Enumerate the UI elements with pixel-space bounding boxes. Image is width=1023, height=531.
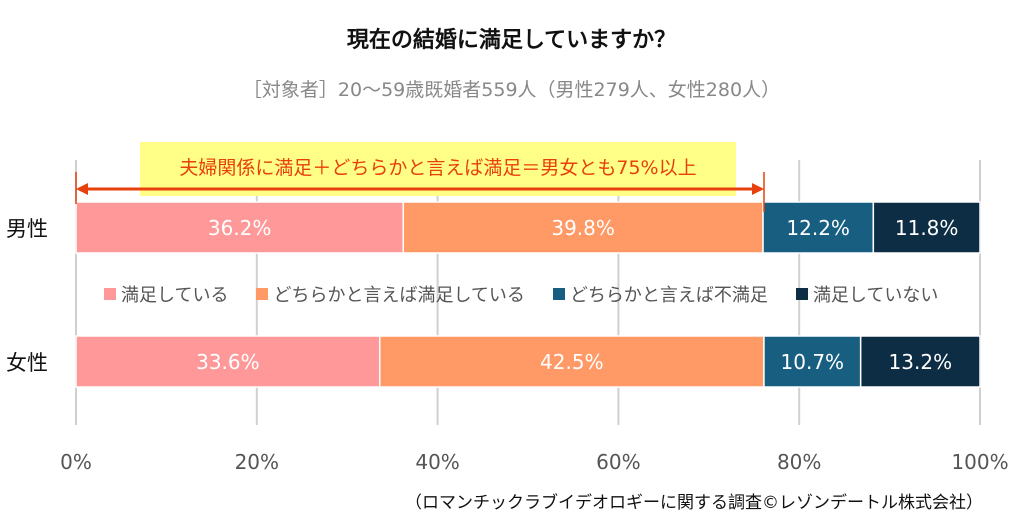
x-tick-label: 60%	[596, 450, 641, 474]
bar-segment	[859, 335, 981, 388]
data-label: 12.2%	[786, 216, 850, 240]
legend-item: どちらかと言えば不満足	[552, 281, 768, 307]
bar-segment	[75, 335, 381, 388]
legend-swatch	[256, 288, 269, 300]
y-label-male: 男性	[6, 217, 48, 241]
x-tick-label: 0%	[60, 450, 92, 474]
data-label: 33.6%	[196, 350, 260, 374]
legend-item: 満足している	[104, 281, 228, 307]
legend-swatch	[552, 288, 565, 300]
source-note: （ロマンチックラブイデオロギーに関する調査©レゾンデートル株式会社）	[405, 493, 983, 513]
y-label-female: 女性	[6, 351, 48, 375]
data-label: 42.5%	[540, 350, 604, 374]
x-tick-label: 80%	[776, 450, 822, 474]
legend-swatch	[795, 288, 808, 300]
chart-title: 現在の結婚に満足していますか？	[346, 28, 677, 53]
annotation-box: 夫婦関係に満足＋どちらかと言えば満足＝男女とも75%以上	[140, 142, 736, 196]
legend-label: どちらかと言えば不満足	[569, 285, 768, 306]
legend-label: どちらかと言えば満足している	[273, 285, 525, 306]
legend-swatch	[104, 288, 116, 300]
data-label: 39.8%	[551, 216, 615, 240]
data-label: 11.8%	[894, 216, 959, 240]
data-label: 13.2%	[888, 350, 953, 374]
bar-segment	[378, 335, 765, 388]
legend-item: 満足していない	[795, 281, 939, 307]
legend: 満足している どちらかと言えば満足している どちらかと言えば不満足 満足していな…	[104, 281, 938, 307]
x-tick-label: 100%	[951, 450, 1009, 474]
bar-segment	[75, 201, 404, 254]
x-tick-label: 20%	[234, 450, 280, 474]
legend-label: 満足していない	[812, 285, 939, 306]
x-tick-label: 40%	[415, 450, 460, 474]
bar-segment	[763, 335, 862, 388]
annotation-text: 夫婦関係に満足＋どちらかと言えば満足＝男女とも75%以上	[179, 157, 697, 179]
legend-item: どちらかと言えば満足している	[256, 281, 525, 307]
chart-subtitle: ［対象者］20～59歳既婚者559人（男性279人、女性280人）	[242, 79, 781, 101]
bar-segment	[402, 201, 764, 254]
legend-label: 満足している	[121, 285, 229, 306]
data-label: 36.2%	[207, 216, 272, 240]
bar-segment	[872, 201, 981, 254]
data-label: 10.7%	[780, 350, 845, 374]
